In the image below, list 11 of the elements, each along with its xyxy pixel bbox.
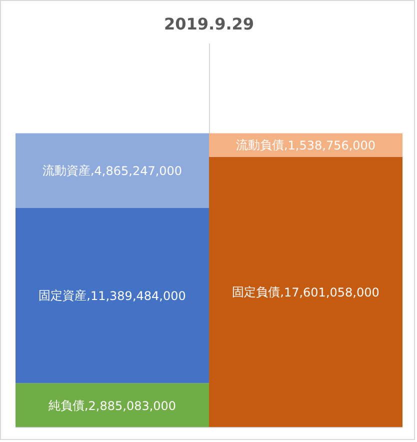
data-label: 1,538,756,000: [288, 138, 376, 153]
series-label: 流動資産,: [42, 164, 94, 178]
series-label: 流動負債,: [236, 138, 288, 152]
series-label: 固定負債,: [232, 285, 284, 300]
data-label: 11,389,484,000: [90, 289, 186, 304]
data-label: 2,885,083,000: [88, 398, 176, 413]
data-label: 17,601,058,000: [284, 286, 380, 300]
series-label: 固定資産,: [38, 288, 90, 303]
data-label: 4,865,247,000: [94, 164, 182, 178]
chart-title: 2019.9.29: [164, 14, 254, 34]
series-label: 純負債,: [48, 398, 88, 412]
